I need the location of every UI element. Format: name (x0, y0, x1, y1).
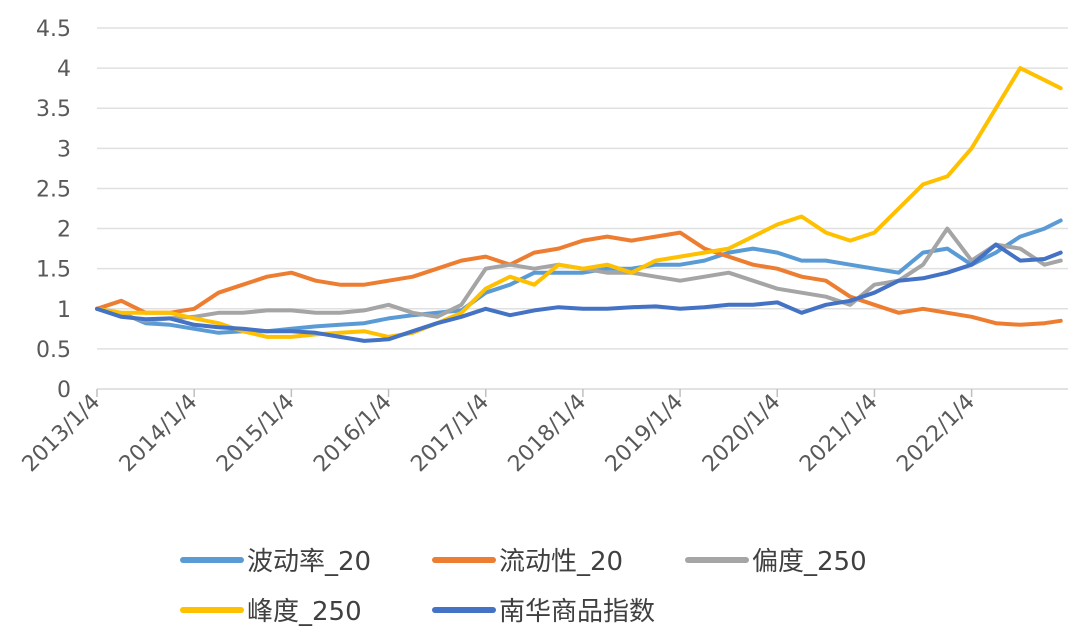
series-line-3 (95, 66, 1063, 339)
y-tick-label: 4.5 (36, 17, 71, 42)
series-line-1 (95, 230, 1063, 327)
y-tick-label: 0.5 (36, 338, 71, 363)
legend-label: 流动性_20 (499, 547, 623, 577)
y-tick-label: 2 (57, 218, 71, 243)
x-tick-label: 2019/1/4 (601, 390, 689, 478)
y-tick-label: 1.5 (36, 258, 71, 283)
legend-label: 南华商品指数 (499, 597, 655, 627)
series-line-0 (95, 218, 1063, 335)
x-axis-ticks: 2013/1/4 2014/1/4 2015/1/4 2016/1/4 2017/1/4… (18, 389, 980, 477)
x-tick-label: 2021/1/4 (795, 390, 883, 478)
legend-label: 波动率_20 (247, 547, 371, 577)
y-tick-label: 3.5 (36, 97, 71, 122)
y-tick-label: 1 (57, 298, 71, 323)
x-tick-label: 2015/1/4 (212, 390, 300, 478)
x-tick-label: 2022/1/4 (892, 390, 980, 478)
x-tick-label: 2016/1/4 (309, 390, 397, 478)
series-line-4 (95, 242, 1063, 343)
series-lines (95, 66, 1063, 343)
x-tick-label: 2020/1/4 (698, 390, 786, 478)
y-tick-label: 4 (57, 57, 71, 82)
x-tick-label: 2018/1/4 (504, 390, 592, 478)
y-tick-label: 3 (57, 137, 71, 162)
y-tick-label: 2.5 (36, 177, 71, 202)
x-tick-label: 2014/1/4 (115, 390, 203, 478)
y-axis-ticks: 0 0.5 1 1.5 2 2.5 3 3.5 4 4.5 (36, 17, 71, 403)
legend-label: 偏度_250 (752, 547, 867, 577)
y-tick-label: 0 (57, 378, 71, 403)
gridlines (97, 27, 1068, 390)
legend: 波动率_20 流动性_20 偏度_250 峰度_250 南华商品指数 (180, 547, 867, 627)
x-tick-label: 2017/1/4 (406, 390, 494, 478)
legend-label: 峰度_250 (247, 597, 362, 627)
